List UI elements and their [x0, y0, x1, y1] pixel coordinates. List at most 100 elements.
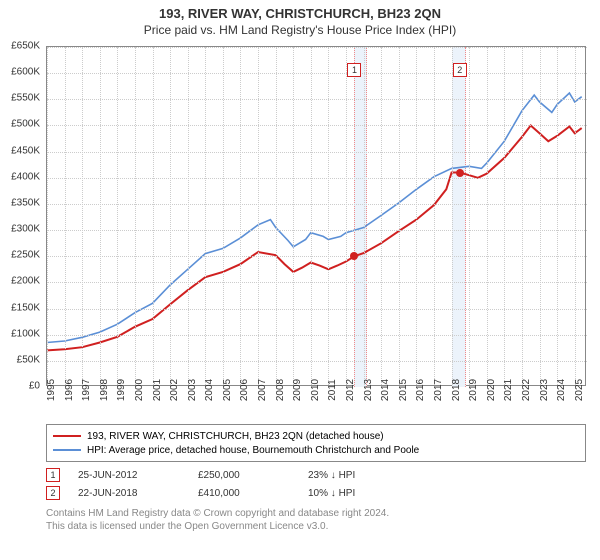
gridline-v [100, 47, 101, 387]
y-tick-label: £600K [0, 67, 40, 78]
gridline-v [223, 47, 224, 387]
x-tick-label: 2021 [503, 379, 514, 401]
y-tick-label: £0 [0, 381, 40, 392]
legend-swatch [53, 435, 81, 437]
gridline-h [47, 204, 587, 205]
gridline-v [381, 47, 382, 387]
x-tick-label: 2023 [539, 379, 550, 401]
gridline-h [47, 335, 587, 336]
event-row: 2 22-JUN-2018 £410,000 10% ↓ HPI [46, 484, 586, 502]
gridline-v [311, 47, 312, 387]
gridline-h [47, 47, 587, 48]
y-tick-label: £500K [0, 119, 40, 130]
series-line-price_paid [47, 126, 582, 351]
x-tick-label: 2004 [204, 379, 215, 401]
gridline-v [293, 47, 294, 387]
event-date: 22-JUN-2018 [78, 488, 198, 499]
y-tick-label: £200K [0, 276, 40, 287]
event-marker-icon: 1 [46, 468, 60, 482]
event-dot [350, 252, 358, 260]
event-change: 10% ↓ HPI [308, 488, 355, 499]
gridline-v [205, 47, 206, 387]
gridline-v [135, 47, 136, 387]
footnote-line: This data is licensed under the Open Gov… [46, 521, 586, 534]
event-change: 23% ↓ HPI [308, 470, 355, 481]
y-tick-label: £100K [0, 328, 40, 339]
y-tick-label: £550K [0, 93, 40, 104]
page-title: 193, RIVER WAY, CHRISTCHURCH, BH23 2QN [0, 0, 600, 21]
gridline-v [240, 47, 241, 387]
x-tick-label: 2009 [292, 379, 303, 401]
gridline-v [117, 47, 118, 387]
page-subtitle: Price paid vs. HM Land Registry's House … [0, 21, 600, 37]
x-tick-label: 2014 [380, 379, 391, 401]
x-tick-label: 2008 [275, 379, 286, 401]
event-date: 25-JUN-2012 [78, 470, 198, 481]
x-tick-label: 2024 [556, 379, 567, 401]
x-tick-label: 2003 [187, 379, 198, 401]
gridline-v [416, 47, 417, 387]
gridline-v [469, 47, 470, 387]
event-marker-box: 1 [347, 63, 361, 77]
legend-item: 193, RIVER WAY, CHRISTCHURCH, BH23 2QN (… [53, 429, 579, 443]
gridline-h [47, 178, 587, 179]
gridline-v [452, 47, 453, 387]
y-tick-label: £450K [0, 145, 40, 156]
plot-area: 12 [46, 46, 586, 386]
x-tick-label: 2015 [398, 379, 409, 401]
gridline-v [47, 47, 48, 387]
x-tick-label: 2007 [257, 379, 268, 401]
event-price: £250,000 [198, 470, 308, 481]
gridline-v [65, 47, 66, 387]
legend-label: HPI: Average price, detached house, Bour… [87, 445, 419, 456]
event-marker-box: 2 [453, 63, 467, 77]
y-tick-label: £300K [0, 224, 40, 235]
gridline-h [47, 230, 587, 231]
gridline-v [188, 47, 189, 387]
gridline-v [364, 47, 365, 387]
gridline-v [328, 47, 329, 387]
y-tick-label: £50K [0, 354, 40, 365]
y-tick-label: £250K [0, 250, 40, 261]
gridline-h [47, 125, 587, 126]
x-tick-label: 1997 [81, 379, 92, 401]
y-tick-label: £400K [0, 171, 40, 182]
x-tick-label: 1998 [99, 379, 110, 401]
gridline-v [399, 47, 400, 387]
legend-swatch [53, 449, 81, 451]
gridline-h [47, 282, 587, 283]
x-tick-label: 2012 [345, 379, 356, 401]
legend-item: HPI: Average price, detached house, Bour… [53, 443, 579, 457]
x-tick-label: 2018 [451, 379, 462, 401]
x-tick-label: 2025 [574, 379, 585, 401]
chart-lines [47, 47, 587, 387]
gridline-v [258, 47, 259, 387]
gridline-v [434, 47, 435, 387]
x-tick-label: 2002 [169, 379, 180, 401]
x-tick-label: 2001 [152, 379, 163, 401]
event-table: 1 25-JUN-2012 £250,000 23% ↓ HPI 2 22-JU… [46, 466, 586, 502]
gridline-h [47, 73, 587, 74]
x-tick-label: 1996 [64, 379, 75, 401]
legend-label: 193, RIVER WAY, CHRISTCHURCH, BH23 2QN (… [87, 431, 384, 442]
gridline-v [557, 47, 558, 387]
footnote: Contains HM Land Registry data © Crown c… [46, 508, 586, 533]
x-tick-label: 2020 [486, 379, 497, 401]
gridline-v [82, 47, 83, 387]
x-tick-label: 1999 [116, 379, 127, 401]
x-tick-label: 2016 [415, 379, 426, 401]
x-tick-label: 2010 [310, 379, 321, 401]
event-marker-icon: 2 [46, 486, 60, 500]
series-line-hpi [47, 93, 582, 343]
x-tick-label: 2005 [222, 379, 233, 401]
chart-legend: 193, RIVER WAY, CHRISTCHURCH, BH23 2QN (… [46, 424, 586, 462]
y-tick-label: £650K [0, 41, 40, 52]
x-tick-label: 2000 [134, 379, 145, 401]
x-tick-label: 2019 [468, 379, 479, 401]
y-tick-label: £150K [0, 302, 40, 313]
event-row: 1 25-JUN-2012 £250,000 23% ↓ HPI [46, 466, 586, 484]
x-tick-label: 2006 [239, 379, 250, 401]
gridline-v [276, 47, 277, 387]
event-price: £410,000 [198, 488, 308, 499]
gridline-v [575, 47, 576, 387]
